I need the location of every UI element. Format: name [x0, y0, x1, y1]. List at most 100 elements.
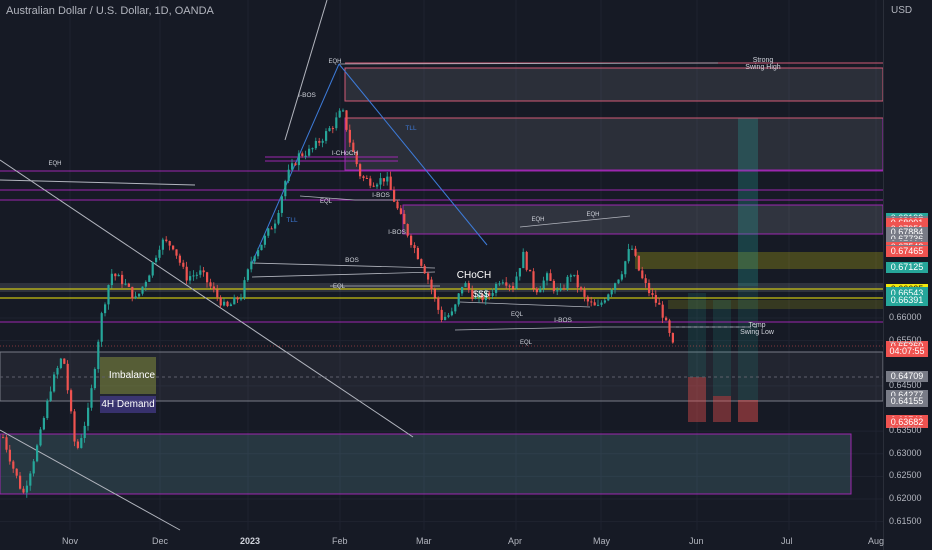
candle	[59, 357, 62, 370]
candle-body	[318, 140, 321, 143]
candle	[399, 205, 402, 215]
candle-body	[345, 110, 348, 130]
candle-body	[403, 213, 406, 225]
candle-body	[158, 249, 161, 258]
x-tick-label: Jun	[689, 536, 704, 546]
candle-body	[651, 293, 654, 295]
candle-body	[83, 425, 86, 439]
candle-body	[607, 294, 610, 301]
candle	[362, 175, 365, 182]
annotation-label: Swing Low	[740, 329, 775, 336]
annotation-label: I-BOS	[298, 92, 316, 99]
candle	[267, 227, 270, 238]
candle	[471, 285, 474, 302]
candle-body	[274, 223, 277, 229]
candle-body	[93, 369, 96, 389]
grid	[0, 0, 883, 530]
candle-body	[49, 391, 52, 401]
candle-body	[522, 251, 525, 269]
candle	[532, 268, 535, 292]
candle	[260, 244, 263, 251]
candle	[614, 282, 617, 294]
candle-body	[291, 163, 294, 170]
price-tag: 04:07:55	[886, 345, 928, 357]
candle	[121, 271, 124, 288]
candle	[124, 278, 127, 286]
candle-body	[447, 315, 450, 317]
candle	[495, 282, 498, 297]
candle	[104, 302, 107, 317]
candle	[576, 270, 579, 293]
candle-body	[280, 196, 283, 213]
candle	[600, 300, 603, 307]
price-tag: 0.67884	[886, 227, 928, 239]
candle	[192, 270, 195, 281]
candle-body	[580, 287, 583, 290]
candle	[410, 234, 413, 248]
candle-body	[352, 142, 355, 152]
candle	[529, 269, 532, 272]
candle	[508, 284, 511, 292]
candle-body	[294, 163, 297, 166]
candle-body	[505, 282, 508, 286]
candle	[617, 279, 620, 285]
candle	[359, 162, 362, 180]
candle	[185, 261, 188, 285]
candle	[444, 312, 447, 321]
candle-body	[379, 178, 382, 185]
candle	[53, 371, 56, 393]
candle	[624, 260, 627, 278]
candle	[546, 271, 549, 286]
candle	[2, 434, 5, 439]
candle-body	[539, 288, 542, 293]
candle	[607, 293, 610, 302]
candle	[648, 279, 651, 297]
candle	[590, 296, 593, 307]
candle	[413, 242, 416, 254]
candle-body	[359, 164, 362, 177]
candle-body	[104, 304, 107, 314]
candle	[573, 274, 576, 278]
candle-body	[549, 273, 552, 281]
candle	[226, 300, 229, 308]
price-tag: 0.64709	[886, 370, 928, 382]
y-tick-label: 0.63000	[889, 447, 922, 458]
candle	[151, 261, 154, 278]
candle-body	[240, 297, 243, 300]
candle-body	[73, 411, 76, 442]
candle	[634, 245, 637, 258]
candle-body	[144, 281, 147, 287]
candle-body	[138, 293, 141, 297]
candle-body	[563, 288, 566, 290]
price-scale[interactable]	[883, 0, 932, 550]
trend-line	[251, 262, 436, 269]
annotation-label: TLL	[405, 125, 417, 132]
candle	[141, 286, 144, 296]
annotation-label: EQL	[520, 340, 533, 346]
zone-box	[100, 396, 156, 413]
candle-body	[5, 437, 8, 450]
candle-body	[199, 270, 202, 275]
candle	[229, 302, 232, 307]
candle	[627, 243, 630, 264]
candle-body	[165, 239, 168, 242]
candle	[386, 171, 389, 186]
candle-body	[495, 283, 498, 293]
candle-body	[478, 294, 481, 298]
candle-body	[624, 261, 627, 275]
annotation-label: I-BOS	[372, 192, 390, 199]
candle-body	[382, 178, 385, 182]
candle	[172, 245, 175, 251]
candle	[243, 276, 246, 300]
candle-body	[192, 275, 195, 277]
candle-body	[189, 276, 192, 281]
candle-body	[195, 274, 198, 276]
candle-body	[484, 292, 487, 301]
candle	[641, 266, 644, 280]
candle-body	[603, 300, 606, 303]
candle	[593, 299, 596, 306]
candle-body	[80, 438, 83, 448]
candle	[246, 268, 249, 283]
candle	[49, 386, 52, 402]
